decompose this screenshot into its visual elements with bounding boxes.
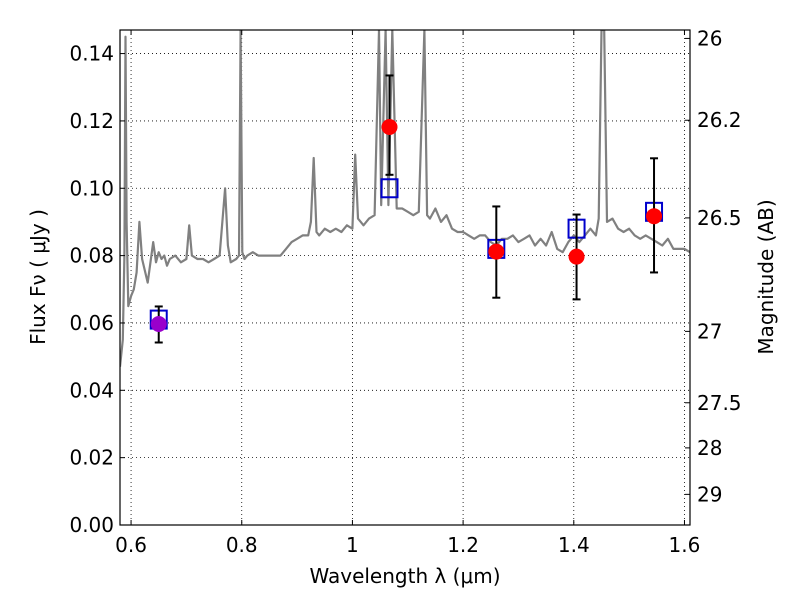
tick-layer: 0.6 0.8 1 1.2 1.4 1.6 0.00 0.02 0.04 0.06 0.08 0.10… bbox=[69, 26, 741, 557]
y2-tick-label: 26 bbox=[697, 26, 722, 50]
x-tick-label: 0.6 bbox=[115, 533, 147, 557]
y-axis-label: Flux Fν ( μJy ) bbox=[26, 209, 50, 345]
x-axis-label: Wavelength λ (μm) bbox=[309, 564, 500, 588]
y2-tick-label: 29 bbox=[697, 482, 722, 506]
y2-tick-label: 26.5 bbox=[697, 206, 742, 230]
x-tick-label: 1.6 bbox=[669, 533, 701, 557]
y-tick-label: 0.12 bbox=[69, 109, 114, 133]
y-tick-label: 0.10 bbox=[69, 176, 114, 200]
x-tick-label: 1.2 bbox=[447, 533, 479, 557]
spectrum-line bbox=[120, 30, 690, 367]
y2-axis-label: Magnitude (AB) bbox=[754, 199, 778, 354]
observed-point bbox=[381, 118, 398, 135]
y-tick-label: 0.02 bbox=[69, 446, 114, 470]
marker-layer bbox=[149, 74, 664, 344]
y2-tick-label: 26.2 bbox=[697, 108, 742, 132]
spectrum-layer bbox=[120, 30, 690, 367]
plot-frame bbox=[119, 29, 691, 526]
y2-tick-label: 27.5 bbox=[697, 391, 742, 415]
observed-point bbox=[150, 315, 167, 332]
y2-tick-label: 28 bbox=[697, 436, 722, 460]
y-tick-label: 0.00 bbox=[69, 513, 114, 537]
model-point bbox=[380, 178, 399, 199]
y-tick-label: 0.14 bbox=[69, 42, 114, 66]
y-tick-label: 0.08 bbox=[69, 244, 114, 268]
y-tick-label: 0.04 bbox=[69, 378, 114, 402]
x-tick-label: 0.8 bbox=[226, 533, 258, 557]
x-tick-label: 1 bbox=[346, 533, 359, 557]
observed-point bbox=[488, 243, 505, 260]
y2-tick-label: 27 bbox=[697, 319, 722, 343]
observed-point bbox=[646, 208, 663, 225]
x-tick-label: 1.4 bbox=[558, 533, 590, 557]
observed-point bbox=[568, 248, 585, 265]
y-tick-label: 0.06 bbox=[69, 311, 114, 335]
